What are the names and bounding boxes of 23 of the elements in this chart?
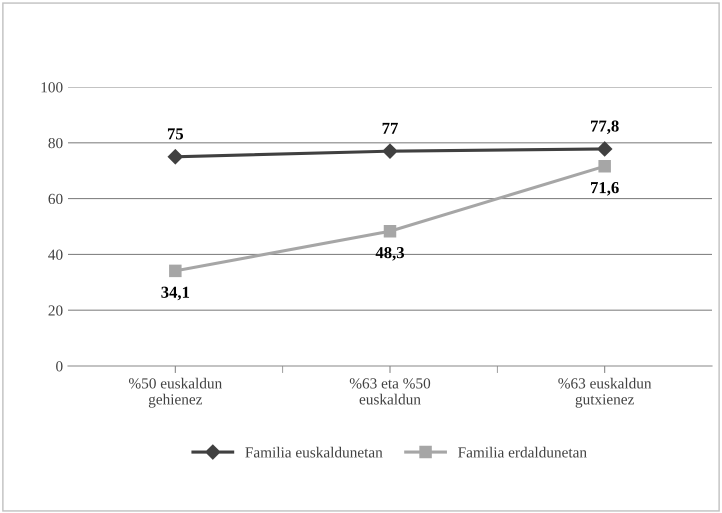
data-label: 34,1 bbox=[161, 286, 190, 300]
y-tick-label: 40 bbox=[48, 250, 63, 260]
point bbox=[597, 141, 612, 157]
data-label: 48,3 bbox=[376, 247, 404, 261]
x-tick-label: %63 euskaldun gutxienez bbox=[558, 378, 652, 408]
legend-label: Familia erdaldunetan bbox=[458, 446, 587, 458]
y-tick-label: 80 bbox=[48, 138, 63, 148]
x-tick-label: %63 eta %50 euskaldun bbox=[350, 378, 430, 405]
data-label: 77,8 bbox=[591, 120, 619, 134]
point bbox=[382, 144, 398, 159]
data-label: 77 bbox=[382, 122, 398, 134]
point bbox=[169, 264, 182, 278]
legend-label: Familia euskaldunetan bbox=[245, 446, 383, 458]
point bbox=[168, 149, 183, 164]
data-label: 71,6 bbox=[591, 182, 619, 196]
point bbox=[598, 160, 611, 172]
point bbox=[384, 224, 396, 238]
y-tick-label: 20 bbox=[48, 305, 63, 316]
y-tick-label: 0 bbox=[56, 361, 63, 372]
y-tick-label: 60 bbox=[48, 194, 63, 204]
y-tick-label: 100 bbox=[42, 82, 63, 92]
data-label: 75 bbox=[168, 128, 184, 140]
x-tick-label: %50 euskaldun gehienez bbox=[128, 378, 222, 408]
